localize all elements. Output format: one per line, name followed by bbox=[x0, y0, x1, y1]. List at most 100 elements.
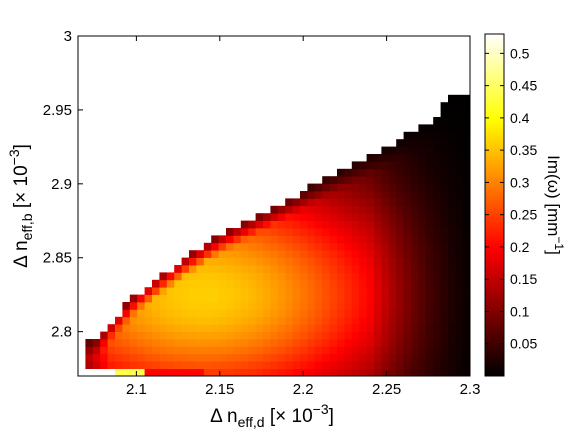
heatmap-cell bbox=[263, 324, 271, 332]
heatmap-cell bbox=[344, 279, 353, 288]
heatmap-cell bbox=[240, 242, 249, 251]
heatmap-cell bbox=[440, 272, 449, 281]
heatmap-cell bbox=[440, 242, 449, 251]
heatmap-cell bbox=[351, 353, 360, 362]
heatmap-cell bbox=[322, 183, 330, 192]
heatmap-cell bbox=[381, 287, 390, 295]
heatmap-cell bbox=[337, 220, 345, 229]
heatmap-cell bbox=[374, 220, 382, 229]
heatmap-cell bbox=[388, 265, 397, 273]
heatmap-cell bbox=[196, 250, 205, 258]
heatmap-cell bbox=[218, 361, 227, 369]
heatmap-cell bbox=[181, 339, 190, 347]
heatmap-cell bbox=[322, 309, 330, 318]
heatmap-cell bbox=[240, 228, 249, 236]
heatmap-cell bbox=[455, 339, 464, 347]
heatmap-cell bbox=[418, 168, 427, 177]
heatmap-cell bbox=[159, 316, 168, 325]
heatmap-cell bbox=[448, 294, 456, 303]
heatmap-cell bbox=[418, 324, 427, 332]
heatmap-cell bbox=[100, 353, 108, 362]
heatmap-cell bbox=[418, 265, 427, 273]
heatmap-cell bbox=[359, 265, 367, 273]
heatmap-cell bbox=[277, 235, 286, 244]
heatmap-cell bbox=[337, 265, 345, 273]
colorbar-ticks: 0.05 0.1 0.15 0.2 0.25 0.3 0.35 0.4 0.45 0.5 bbox=[485, 45, 537, 352]
heatmap-cell bbox=[418, 228, 427, 236]
heatmap-cell bbox=[181, 287, 190, 295]
heatmap-cell bbox=[455, 176, 464, 184]
heatmap-cell bbox=[388, 242, 397, 251]
heatmap-cell bbox=[344, 346, 353, 355]
heatmap-cell bbox=[92, 361, 101, 369]
heatmap-cell bbox=[329, 309, 338, 318]
heatmap-cell bbox=[115, 331, 123, 340]
heatmap-cell bbox=[455, 205, 464, 214]
heatmap-cell bbox=[425, 250, 434, 258]
heatmap-cell bbox=[425, 235, 434, 244]
heatmap-cell bbox=[411, 324, 419, 332]
heatmap-cell bbox=[255, 228, 264, 236]
heatmap-cell bbox=[292, 213, 301, 221]
heatmap-cell bbox=[307, 324, 316, 332]
heatmap-cell bbox=[300, 242, 308, 251]
heatmap-cell bbox=[351, 168, 360, 177]
heatmap-cell bbox=[137, 361, 145, 369]
heatmap-cell bbox=[248, 242, 256, 251]
heatmap-cell bbox=[196, 257, 205, 266]
heatmap-cell bbox=[462, 331, 470, 340]
heatmap-cell bbox=[381, 353, 390, 362]
heatmap-cell bbox=[181, 353, 190, 362]
heatmap-cell bbox=[263, 368, 271, 376]
heatmap-cell bbox=[226, 242, 234, 251]
heatmap-cell bbox=[455, 109, 464, 118]
heatmap-cell bbox=[263, 302, 271, 310]
heatmap-cell bbox=[322, 257, 330, 266]
heatmap-cell bbox=[440, 191, 449, 199]
heatmap-cell bbox=[240, 257, 249, 266]
heatmap-cell bbox=[374, 183, 382, 192]
heatmap-cell bbox=[411, 316, 419, 325]
heatmap-cell bbox=[285, 316, 293, 325]
heatmap-cell bbox=[270, 235, 279, 244]
heatmap-cell bbox=[344, 168, 353, 177]
heatmap-cell bbox=[440, 198, 449, 207]
heatmap-cell bbox=[174, 361, 182, 369]
heatmap-cell bbox=[425, 205, 434, 214]
heatmap-cell bbox=[329, 257, 338, 266]
heatmap-cell bbox=[381, 257, 390, 266]
heatmap-cell bbox=[359, 168, 367, 177]
heatmap-cell bbox=[122, 353, 131, 362]
heatmap-cell bbox=[425, 265, 434, 273]
heatmap-cell bbox=[211, 294, 219, 303]
heatmap-cell bbox=[411, 250, 419, 258]
heatmap-cell bbox=[166, 302, 175, 310]
heatmap-cell bbox=[411, 242, 419, 251]
heatmap-cell bbox=[314, 191, 323, 199]
heatmap-cell bbox=[255, 242, 264, 251]
heatmap-cell bbox=[189, 324, 197, 332]
heatmap-cell bbox=[226, 353, 234, 362]
heatmap-cell bbox=[344, 220, 353, 229]
heatmap-cell bbox=[314, 309, 323, 318]
heatmap-cell bbox=[292, 242, 301, 251]
heatmap-cell bbox=[411, 235, 419, 244]
heatmap-cell bbox=[277, 265, 286, 273]
heatmap-cell bbox=[440, 102, 449, 110]
heatmap-cell bbox=[196, 339, 205, 347]
heatmap-cell bbox=[189, 265, 197, 273]
heatmap-cell bbox=[196, 287, 205, 295]
heatmap-cell bbox=[344, 339, 353, 347]
heatmap-cell bbox=[277, 346, 286, 355]
heatmap-cell bbox=[359, 331, 367, 340]
heatmap-cell bbox=[396, 220, 404, 229]
heatmap-cell bbox=[396, 339, 404, 347]
heatmap-cell bbox=[337, 302, 345, 310]
heatmap-cell bbox=[425, 131, 434, 140]
heatmap-cell bbox=[418, 368, 427, 376]
heatmap-cell bbox=[255, 220, 264, 229]
heatmap-cell bbox=[359, 279, 367, 288]
heatmap-cell bbox=[307, 368, 316, 376]
heatmap-cell bbox=[411, 161, 419, 170]
heatmap-cell bbox=[337, 213, 345, 221]
